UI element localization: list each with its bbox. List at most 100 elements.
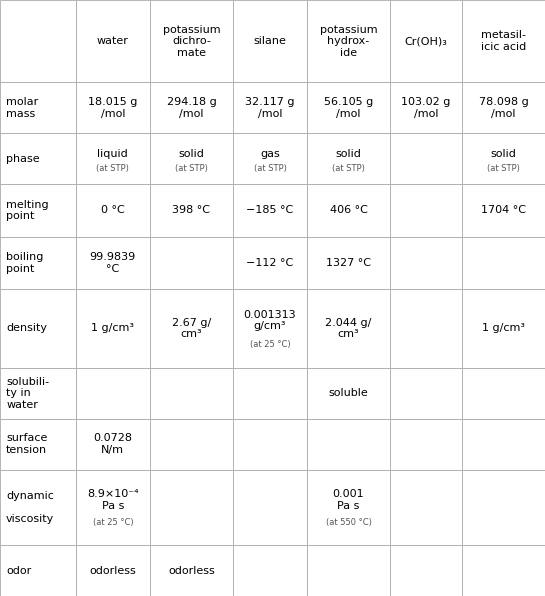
Bar xyxy=(390,470,462,545)
Bar xyxy=(76,237,150,289)
Bar xyxy=(0,134,76,184)
Bar xyxy=(150,82,233,134)
Bar xyxy=(462,184,545,237)
Text: 78.098 g
/mol: 78.098 g /mol xyxy=(479,97,528,119)
Bar xyxy=(150,419,233,470)
Text: 2.044 g/
cm³: 2.044 g/ cm³ xyxy=(325,318,372,339)
Bar xyxy=(307,134,390,184)
Bar xyxy=(150,470,233,545)
Bar xyxy=(462,545,545,596)
Text: solid: solid xyxy=(336,148,361,159)
Bar xyxy=(150,545,233,596)
Bar xyxy=(390,184,462,237)
Bar xyxy=(233,470,307,545)
Text: solubili-
ty in
water: solubili- ty in water xyxy=(6,377,49,410)
Bar xyxy=(462,82,545,134)
Bar xyxy=(0,545,76,596)
Text: dynamic

viscosity: dynamic viscosity xyxy=(6,491,54,524)
Text: phase: phase xyxy=(6,154,40,164)
Text: (at STP): (at STP) xyxy=(175,164,208,173)
Bar xyxy=(0,289,76,368)
Bar xyxy=(462,470,545,545)
Text: 1327 °C: 1327 °C xyxy=(326,257,371,268)
Bar xyxy=(76,0,150,82)
Text: boiling
point: boiling point xyxy=(6,252,44,274)
Text: 18.015 g
/mol: 18.015 g /mol xyxy=(88,97,137,119)
Bar xyxy=(150,289,233,368)
Bar xyxy=(462,134,545,184)
Bar xyxy=(233,184,307,237)
Bar xyxy=(233,134,307,184)
Text: (at 550 °C): (at 550 °C) xyxy=(325,518,372,527)
Bar xyxy=(307,237,390,289)
Bar xyxy=(462,289,545,368)
Bar xyxy=(233,0,307,82)
Text: solid: solid xyxy=(178,148,204,159)
Text: 99.9839
°C: 99.9839 °C xyxy=(90,252,136,274)
Bar xyxy=(233,368,307,419)
Bar xyxy=(462,0,545,82)
Bar xyxy=(0,470,76,545)
Bar xyxy=(0,82,76,134)
Text: Cr(OH)₃: Cr(OH)₃ xyxy=(404,36,447,46)
Text: 103.02 g
/mol: 103.02 g /mol xyxy=(401,97,451,119)
Bar xyxy=(150,184,233,237)
Bar xyxy=(307,419,390,470)
Bar xyxy=(150,237,233,289)
Text: soluble: soluble xyxy=(329,388,368,398)
Bar xyxy=(76,368,150,419)
Bar xyxy=(390,545,462,596)
Bar xyxy=(390,368,462,419)
Bar xyxy=(76,545,150,596)
Text: (at STP): (at STP) xyxy=(332,164,365,173)
Bar xyxy=(307,289,390,368)
Bar xyxy=(233,289,307,368)
Text: silane: silane xyxy=(253,36,287,46)
Bar xyxy=(462,419,545,470)
Bar xyxy=(307,545,390,596)
Bar xyxy=(76,134,150,184)
Bar xyxy=(307,0,390,82)
Text: 1 g/cm³: 1 g/cm³ xyxy=(482,324,525,333)
Text: (at STP): (at STP) xyxy=(96,164,129,173)
Bar xyxy=(307,184,390,237)
Text: 406 °C: 406 °C xyxy=(330,206,367,215)
Bar xyxy=(390,82,462,134)
Bar xyxy=(0,0,76,82)
Bar xyxy=(307,470,390,545)
Bar xyxy=(390,289,462,368)
Text: (at STP): (at STP) xyxy=(253,164,287,173)
Bar xyxy=(233,419,307,470)
Text: 398 °C: 398 °C xyxy=(172,206,210,215)
Text: surface
tension: surface tension xyxy=(6,433,47,455)
Bar xyxy=(462,237,545,289)
Text: gas: gas xyxy=(260,148,280,159)
Text: liquid: liquid xyxy=(98,148,128,159)
Text: 32.117 g
/mol: 32.117 g /mol xyxy=(245,97,295,119)
Bar xyxy=(462,368,545,419)
Bar xyxy=(0,237,76,289)
Text: 0 °C: 0 °C xyxy=(101,206,125,215)
Bar xyxy=(233,82,307,134)
Text: odorless: odorless xyxy=(168,566,215,576)
Bar xyxy=(0,184,76,237)
Bar xyxy=(390,237,462,289)
Text: potassium
hydrox-
ide: potassium hydrox- ide xyxy=(320,24,377,58)
Bar xyxy=(233,545,307,596)
Bar xyxy=(76,184,150,237)
Text: molar
mass: molar mass xyxy=(6,97,38,119)
Bar xyxy=(390,134,462,184)
Text: melting
point: melting point xyxy=(6,200,49,221)
Bar xyxy=(76,470,150,545)
Bar xyxy=(307,82,390,134)
Text: potassium
dichro-
mate: potassium dichro- mate xyxy=(162,24,220,58)
Bar xyxy=(390,0,462,82)
Bar xyxy=(307,368,390,419)
Text: −112 °C: −112 °C xyxy=(246,257,294,268)
Text: −185 °C: −185 °C xyxy=(246,206,294,215)
Bar xyxy=(76,289,150,368)
Bar xyxy=(150,368,233,419)
Text: metasil-
icic acid: metasil- icic acid xyxy=(481,30,526,52)
Text: odor: odor xyxy=(6,566,31,576)
Text: 0.001313
g/cm³: 0.001313 g/cm³ xyxy=(244,310,296,331)
